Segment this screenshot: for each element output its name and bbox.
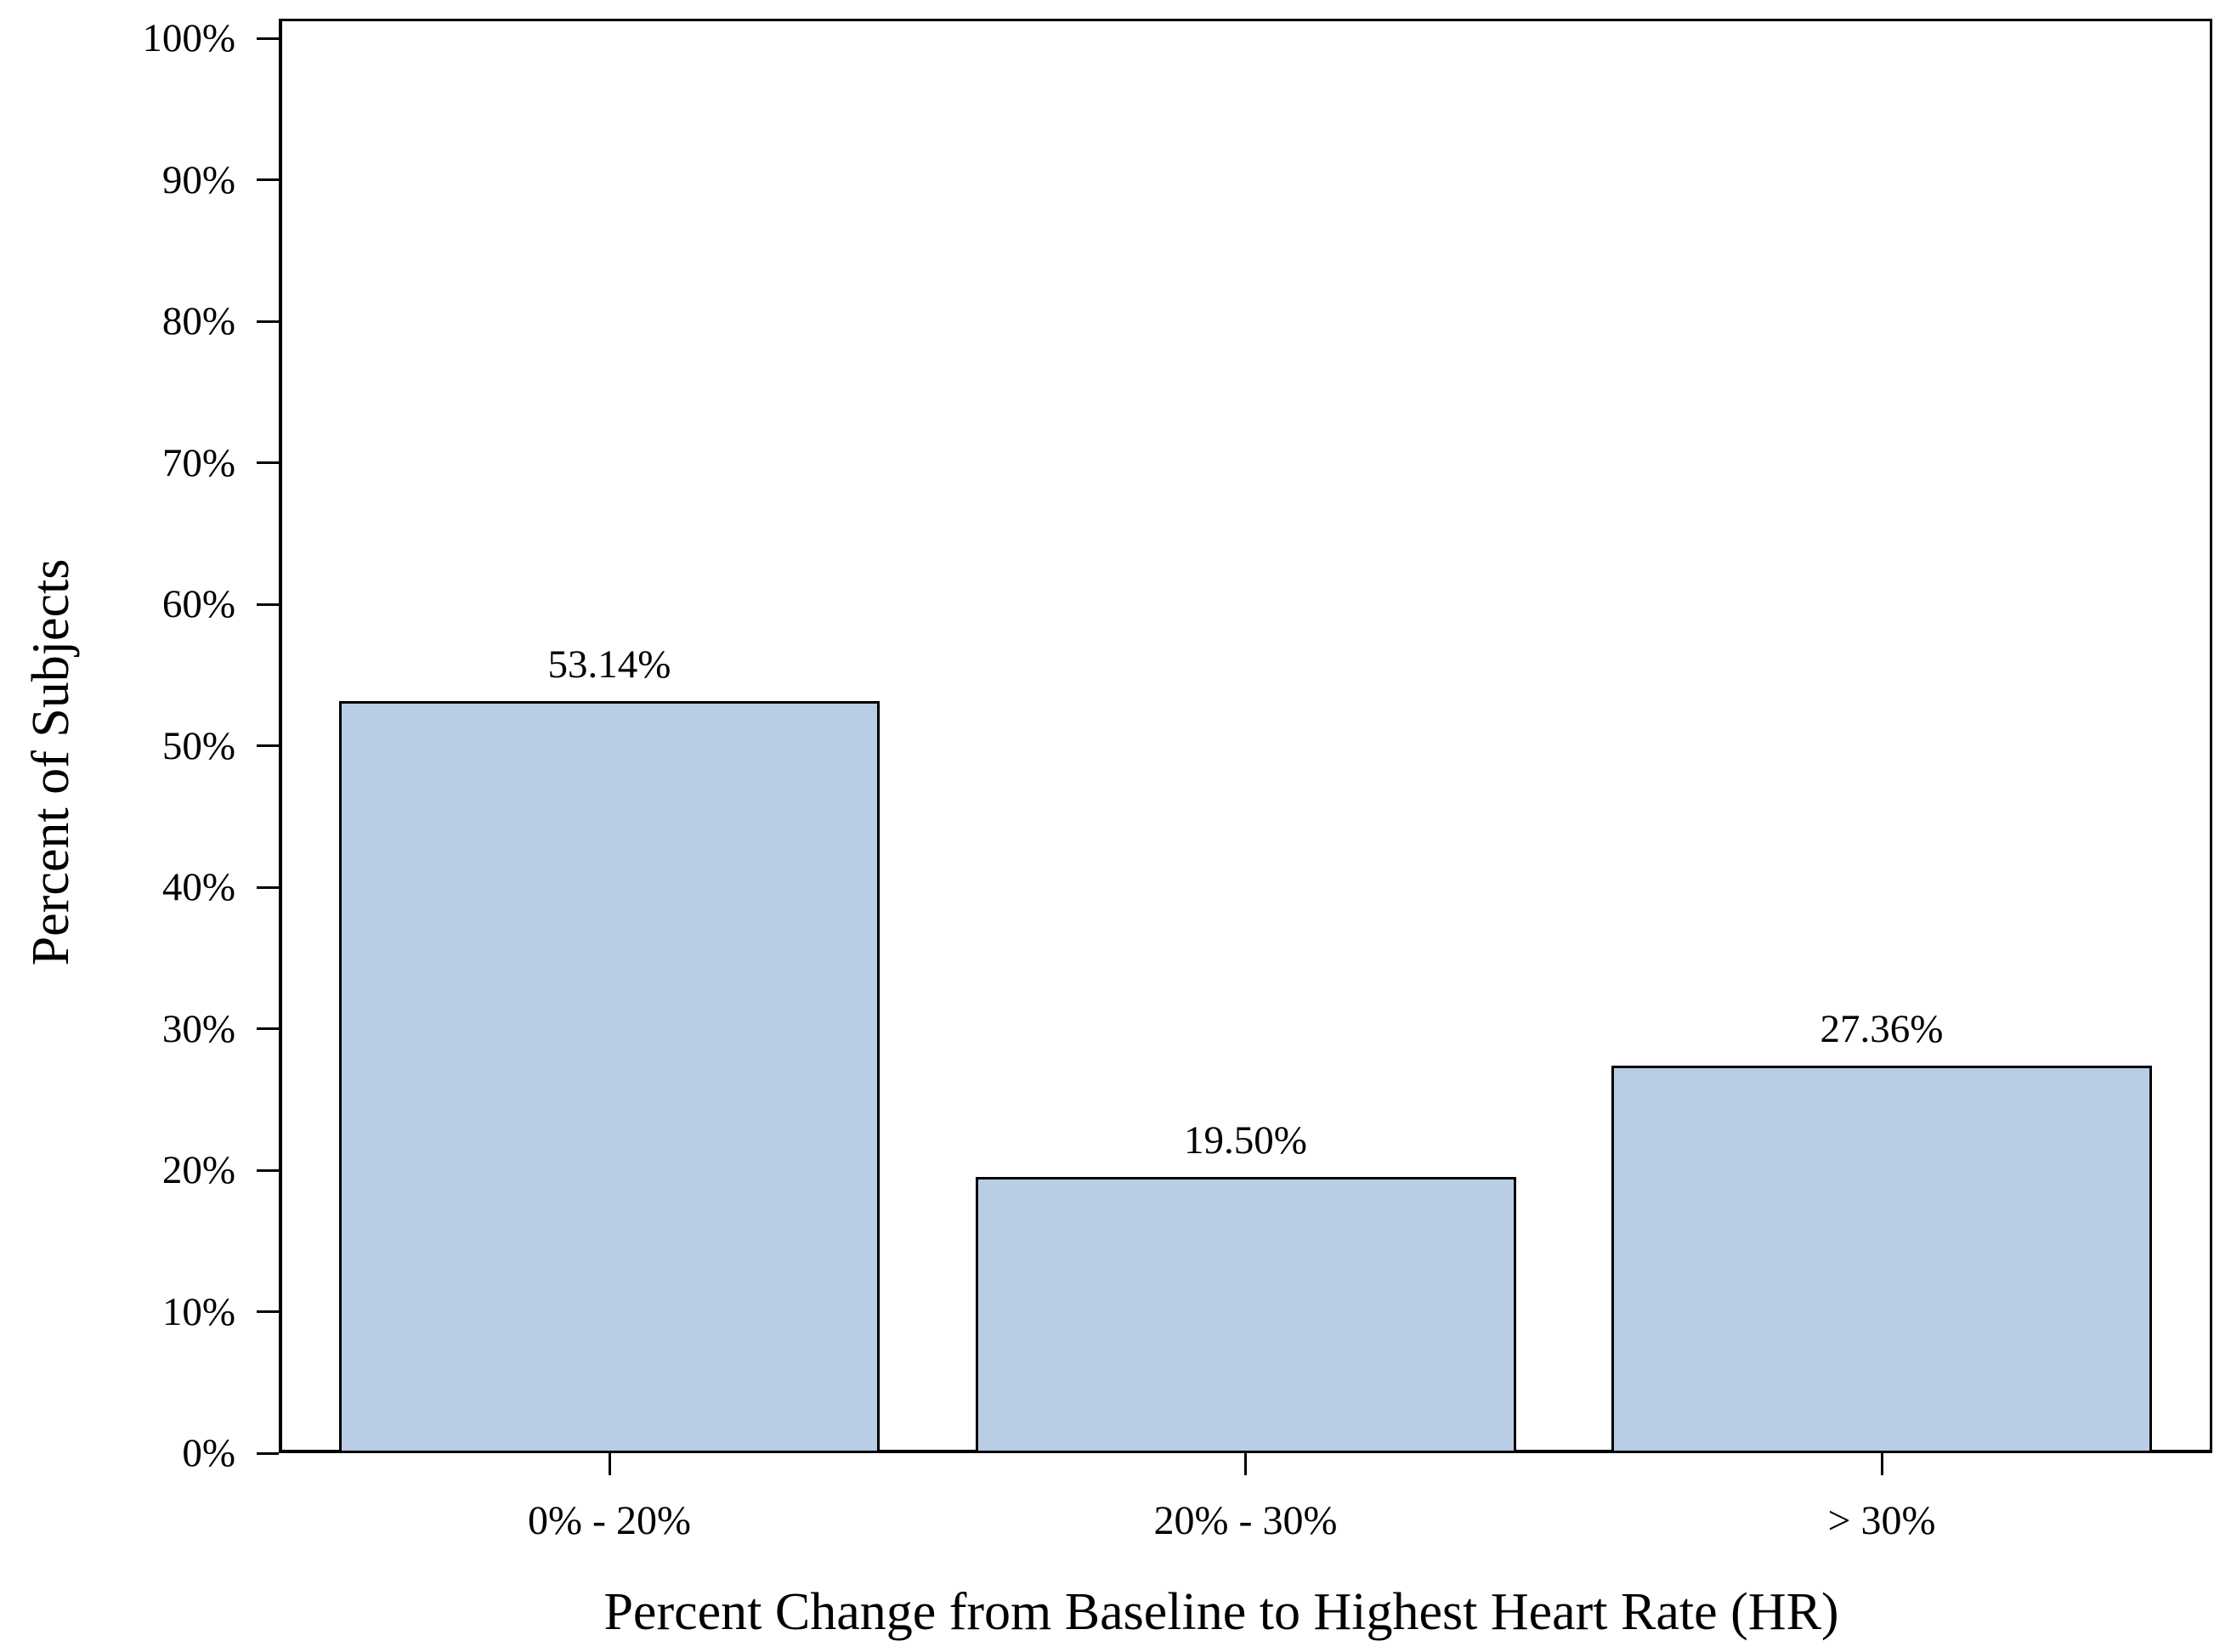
y-axis-tick-label: 40% [161,865,235,909]
x-axis-tick [1880,1453,1883,1475]
y-axis-tick-label: 100% [142,16,235,60]
y-axis-title: Percent of Subjects [22,558,80,966]
y-axis-tick [257,885,279,889]
bar [339,701,880,1453]
y-axis-tick [257,603,279,606]
y-axis-tick-label: 10% [161,1289,235,1334]
bar [975,1177,1516,1453]
y-axis-tick [257,1451,279,1455]
y-axis-tick [257,1310,279,1313]
y-axis-tick-label: 70% [161,440,235,485]
bar-value-label: 27.36% [1820,1007,1944,1052]
y-axis-tick [257,744,279,747]
x-axis-tick [608,1453,611,1475]
x-axis-category-label: > 30% [1827,1498,1936,1543]
bar-value-label: 19.50% [1184,1118,1307,1163]
x-axis-tick [1244,1453,1247,1475]
x-axis-title: Percent Change from Baseline to Highest … [603,1583,1839,1641]
y-axis-tick [257,461,279,464]
x-axis-category-label: 20% - 30% [1153,1498,1338,1543]
y-axis-tick-label: 80% [161,299,235,343]
bar [1611,1066,2152,1453]
y-axis-tick-label: 50% [161,723,235,768]
y-axis-tick-label: 0% [182,1431,235,1475]
y-axis-tick [257,37,279,40]
y-axis-tick [257,1168,279,1172]
y-axis-tick-label: 60% [161,582,235,626]
y-axis-tick [257,320,279,323]
y-axis-tick-label: 30% [161,1006,235,1051]
x-axis-category-label: 0% - 20% [528,1498,691,1543]
y-axis-tick [257,178,279,181]
y-axis-tick-label: 90% [161,157,235,202]
bar-value-label: 53.14% [547,642,671,687]
y-axis-tick-label: 20% [161,1148,235,1192]
y-axis-tick [257,1027,279,1030]
